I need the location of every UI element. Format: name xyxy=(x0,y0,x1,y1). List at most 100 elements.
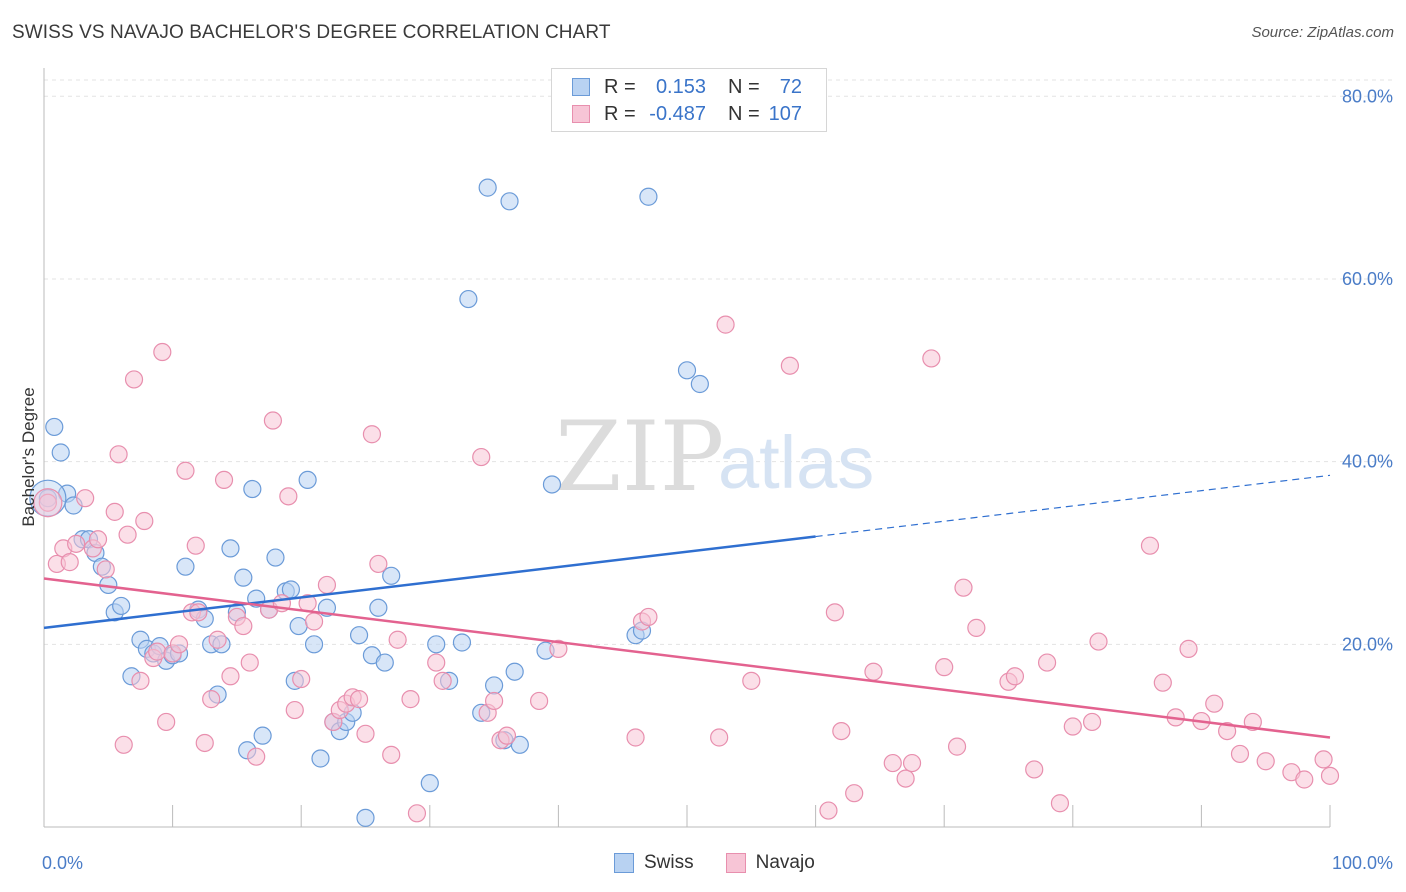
navajo-point xyxy=(186,536,205,555)
legend-r-label: R = xyxy=(604,75,636,98)
navajo-point xyxy=(114,735,133,754)
swiss-point xyxy=(510,735,529,754)
legend-r-value: -0.487 xyxy=(649,102,706,125)
swiss-point xyxy=(542,475,562,494)
navajo-point xyxy=(1050,794,1070,813)
navajo-point xyxy=(292,669,311,689)
navajo-point-large xyxy=(33,488,63,518)
navajo-point xyxy=(819,801,838,820)
navajo-point xyxy=(135,511,154,531)
navajo-point xyxy=(1256,752,1275,771)
navajo-point xyxy=(189,603,208,622)
swiss-point xyxy=(266,548,285,567)
navajo-point xyxy=(263,411,283,430)
x-tick-label-max: 100.0% xyxy=(1332,853,1393,873)
swiss-point xyxy=(420,774,439,793)
swiss-point xyxy=(51,443,70,462)
navajo-point xyxy=(530,691,549,711)
source-credit: Source: ZipAtlas.com xyxy=(1251,24,1394,41)
navajo-point xyxy=(401,690,420,709)
navajo-point xyxy=(1205,694,1224,713)
navajo-point xyxy=(221,667,240,686)
watermark: ZIP atlas xyxy=(555,401,874,513)
navajo-point xyxy=(176,461,195,480)
navajo-point xyxy=(716,315,735,334)
swiss-point xyxy=(375,653,394,672)
y-axis-label: Bachelor's Degree xyxy=(19,387,38,526)
legend-swatch-navajo xyxy=(572,105,590,123)
swiss-trend-extension xyxy=(815,474,1331,538)
navajo-point xyxy=(407,804,427,823)
navajo-point xyxy=(247,747,266,766)
swiss-point xyxy=(639,187,658,206)
bottom-legend-label-navajo: Navajo xyxy=(755,852,815,873)
navajo-point xyxy=(76,489,95,508)
bottom-legend-label-swiss: Swiss xyxy=(644,852,694,873)
navajo-point xyxy=(1082,712,1102,732)
swiss-point xyxy=(298,470,317,490)
navajo-point xyxy=(279,487,298,506)
navajo-point xyxy=(864,662,883,681)
navajo-trend-line xyxy=(43,577,1331,739)
bottom-legend: Swiss Navajo xyxy=(614,852,847,874)
swiss-point xyxy=(369,598,388,617)
chart-title: SWISS VS NAVAJO BACHELOR'S DEGREE CORREL… xyxy=(12,22,611,43)
navajo-point xyxy=(472,447,491,467)
navajo-point xyxy=(1230,744,1250,764)
swiss-point xyxy=(311,749,330,768)
swiss-point xyxy=(304,635,324,654)
swiss-point xyxy=(356,808,375,827)
y-tick-label: 20.0% xyxy=(1342,634,1393,654)
swiss-trend-line xyxy=(43,535,816,630)
swiss-point xyxy=(176,557,195,576)
swiss-point xyxy=(349,626,369,645)
navajo-point xyxy=(362,425,382,444)
navajo-point xyxy=(1295,770,1314,789)
tick-labels: 20.0% 40.0% 60.0% 80.0% 0.0% 100.0% xyxy=(42,86,1393,873)
navajo-point xyxy=(954,578,973,597)
swiss-point xyxy=(289,616,308,636)
navajo-point xyxy=(1140,536,1160,555)
axes xyxy=(43,68,1331,828)
navajo-point xyxy=(88,530,108,549)
swiss-point xyxy=(500,192,519,211)
navajo-point xyxy=(780,356,799,375)
legend-n-value: 107 xyxy=(768,102,802,125)
y-tick-label: 80.0% xyxy=(1342,86,1393,106)
navajo-point xyxy=(902,753,922,773)
navajo-point xyxy=(169,635,189,654)
navajo-point xyxy=(388,630,407,649)
series-navajo-points xyxy=(33,315,1340,823)
navajo-point xyxy=(825,603,844,622)
navajo-point xyxy=(356,724,375,743)
navajo-point xyxy=(317,575,337,595)
y-tick-label: 40.0% xyxy=(1342,452,1393,472)
swiss-point xyxy=(234,568,253,587)
navajo-point xyxy=(1063,717,1082,736)
swiss-point xyxy=(243,479,262,499)
navajo-point xyxy=(96,560,115,579)
navajo-point xyxy=(369,554,388,574)
navajo-point xyxy=(382,745,401,764)
navajo-point xyxy=(202,690,221,709)
navajo-point xyxy=(214,470,234,490)
navajo-point xyxy=(105,502,124,521)
bottom-legend-navajo: Navajo xyxy=(725,852,815,874)
navajo-point xyxy=(109,445,128,464)
navajo-point xyxy=(832,721,851,741)
navajo-point xyxy=(67,534,86,553)
navajo-point xyxy=(639,607,658,627)
navajo-point xyxy=(124,370,144,389)
navajo-point xyxy=(1025,760,1044,779)
navajo-point xyxy=(304,612,324,631)
navajo-point xyxy=(1320,766,1340,785)
navajo-point xyxy=(742,671,761,690)
navajo-point xyxy=(60,553,79,572)
navajo-point xyxy=(549,639,568,658)
navajo-point xyxy=(626,728,645,747)
legend-swatch-swiss xyxy=(572,78,590,96)
navajo-point xyxy=(947,737,967,756)
bottom-legend-swiss: Swiss xyxy=(614,852,694,874)
swiss-point xyxy=(452,633,472,652)
